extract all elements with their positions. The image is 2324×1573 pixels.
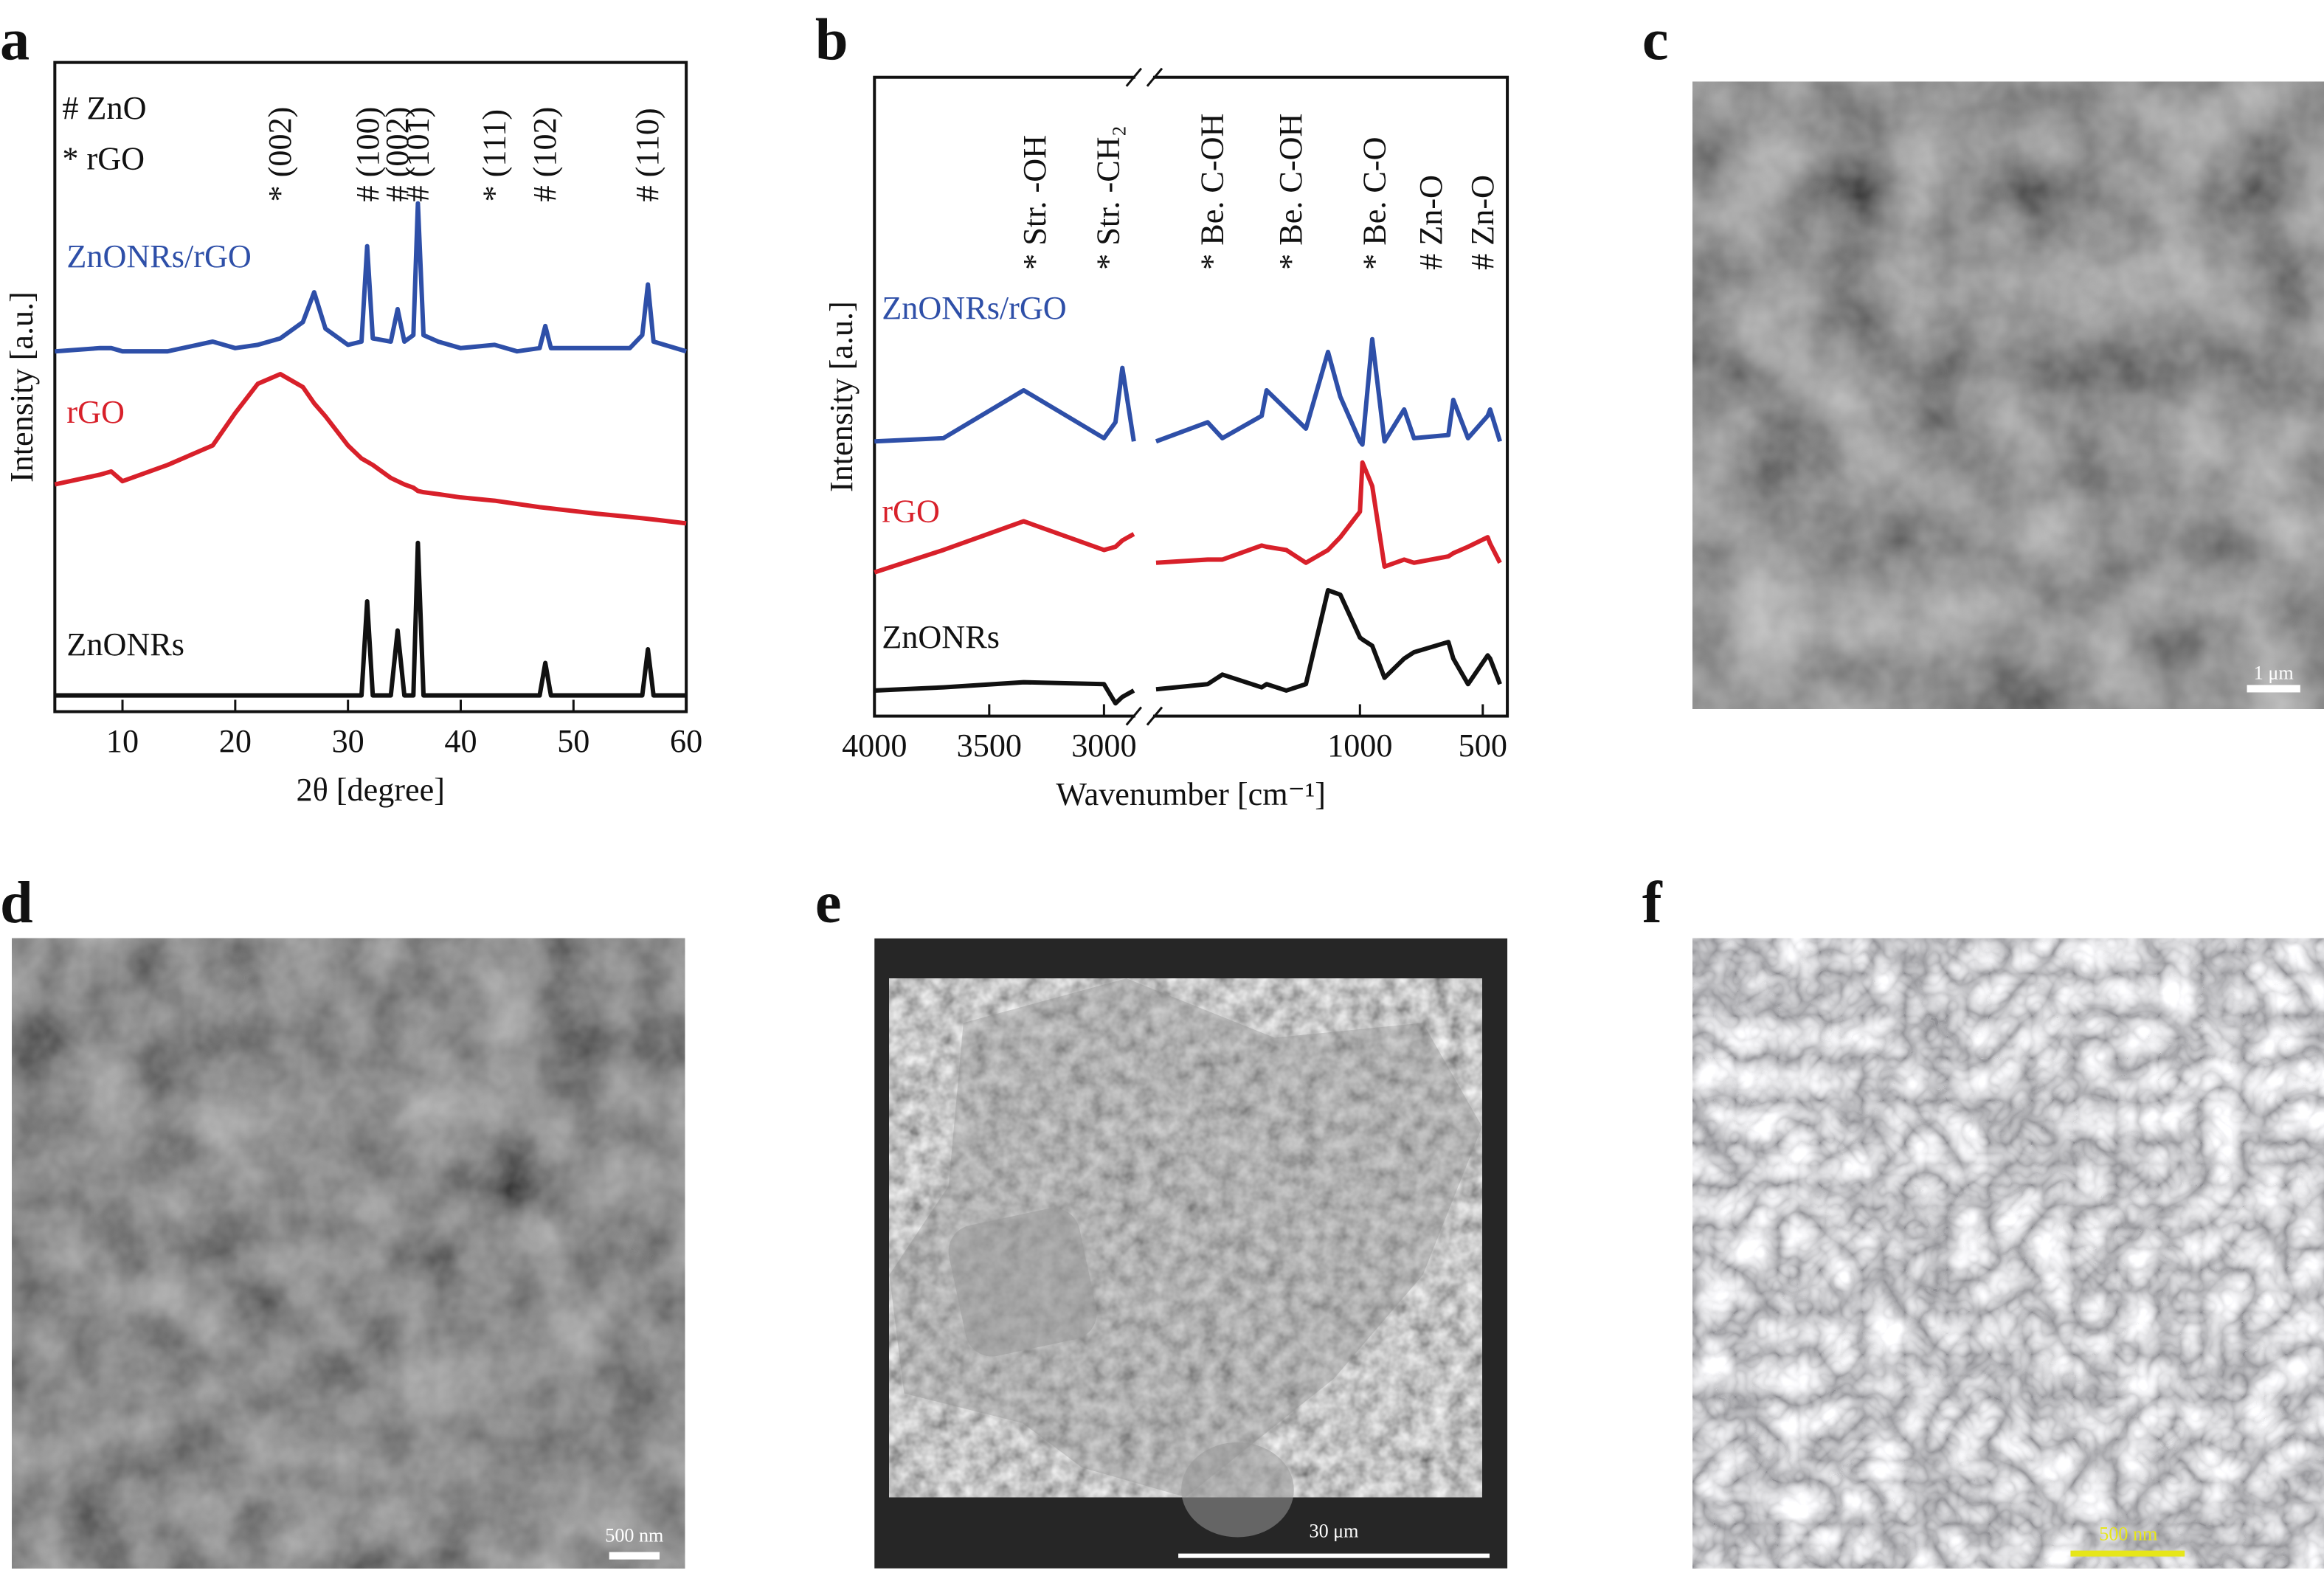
series-label: ZnONRs/rGO (66, 238, 251, 274)
panel-label: e (815, 870, 842, 936)
peak-annotation: # (102) (527, 107, 563, 202)
panel-label: a (0, 7, 30, 73)
peak-annotation: * Be. C-O (1356, 136, 1392, 269)
axis-break-mark (1125, 706, 1143, 726)
x-tick-label: 3000 (1071, 727, 1136, 764)
axis-break-mark (1146, 67, 1163, 87)
series-line (54, 371, 687, 526)
sem-image: 1 μm (1692, 81, 2324, 709)
series-label: rGO (66, 394, 125, 430)
x-tick-label: 60 (670, 723, 702, 759)
axis-break-gap (1135, 72, 1153, 82)
panel-label: f (1642, 870, 1663, 936)
sem-texture (1692, 81, 2324, 709)
axis-break-mark (1125, 67, 1143, 87)
x-axis-label: Wavenumber [cm⁻¹] (1056, 776, 1325, 812)
x-tick-label: 50 (557, 723, 589, 759)
panel-label: d (0, 870, 33, 936)
panel-label: b (815, 7, 848, 73)
peak-annotation: * (002) (262, 107, 298, 202)
scale-bar (609, 1552, 660, 1560)
x-tick-label: 500 (1459, 727, 1507, 764)
x-tick-label: 10 (106, 723, 139, 759)
peak-annotation: * Be. C-OH (1194, 114, 1231, 270)
scale-bar-label: 1 μm (2254, 662, 2294, 683)
series-line (874, 336, 1502, 447)
series-label: ZnONRs/rGO (882, 290, 1066, 326)
x-tick-label: 1000 (1327, 727, 1392, 764)
y-axis-label: Intensity [a.u.] (4, 291, 40, 483)
peak-annotation: * Str. -OH (1017, 135, 1053, 270)
plot-frame (53, 60, 688, 713)
series-line (55, 201, 687, 354)
axis-break-gap (1135, 711, 1153, 721)
series-line (55, 540, 687, 698)
scale-bar-label: 500 nm (2099, 1524, 2157, 1545)
peak-annotation: # (100) (350, 107, 386, 202)
x-tick-label: 30 (332, 723, 364, 759)
x-tick-label: 3500 (957, 727, 1022, 764)
series-label: rGO (882, 493, 940, 529)
particle (1181, 1442, 1294, 1538)
x-tick-label: 40 (444, 723, 477, 759)
series-line (874, 587, 1502, 706)
peak-annotation: # Zn-O (1413, 175, 1449, 270)
sem-texture (1692, 938, 2324, 1569)
series-line (874, 460, 1502, 575)
particle-cluster (889, 978, 1482, 1498)
y-axis-label: Intensity [a.u.] (823, 301, 860, 492)
sem-image: 500 nm (12, 938, 685, 1569)
peak-annotation: * Str. -CH₂ (1090, 125, 1127, 270)
scale-bar (2070, 1550, 2185, 1557)
series-label: ZnONRs (882, 619, 1000, 655)
note: # ZnO (62, 90, 146, 126)
panel-label: c (1642, 7, 1669, 73)
note: * rGO (62, 140, 145, 176)
peak-annotation: # (002) (379, 107, 415, 202)
scale-bar (2247, 685, 2300, 693)
peak-annotation: # (101) (399, 107, 435, 202)
particle (948, 1208, 1097, 1357)
axis-break-mark (1146, 706, 1163, 726)
peak-annotation: * Be. C-OH (1273, 114, 1309, 270)
particle-cluster (889, 978, 1482, 1498)
series-label: ZnONRs (66, 626, 184, 663)
scale-bar-label: 30 μm (1310, 1521, 1359, 1542)
peak-annotation: * (111) (476, 109, 512, 202)
peak-annotation: # Zn-O (1464, 175, 1501, 270)
scale-bar-label: 500 nm (605, 1525, 663, 1546)
x-tick-label: 20 (219, 723, 252, 759)
peak-annotation: # (110) (629, 108, 665, 201)
x-axis-label: 2θ [degree] (296, 772, 444, 808)
scale-bar (1178, 1553, 1490, 1558)
sem-texture (12, 938, 685, 1569)
sem-image: 30 μm (874, 938, 1508, 1569)
sem-image: 500 nm (1692, 938, 2324, 1569)
sem-particles (889, 978, 1482, 1498)
x-tick-label: 4000 (842, 727, 907, 764)
plot-frame (873, 75, 1509, 718)
